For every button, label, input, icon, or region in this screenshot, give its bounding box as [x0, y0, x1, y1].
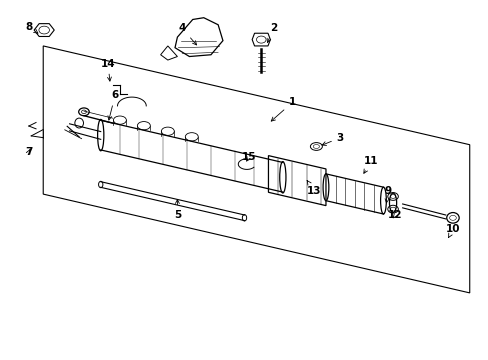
Text: 3: 3	[322, 133, 343, 145]
Text: 15: 15	[242, 152, 256, 162]
Text: 4: 4	[178, 23, 196, 45]
Text: 13: 13	[306, 180, 321, 195]
Text: 7: 7	[25, 147, 33, 157]
Text: 2: 2	[266, 23, 276, 42]
Text: 8: 8	[25, 22, 38, 33]
Text: 11: 11	[363, 156, 378, 173]
Text: 14: 14	[101, 59, 115, 81]
Text: 1: 1	[271, 98, 295, 121]
Text: 10: 10	[445, 224, 459, 238]
Text: 5: 5	[173, 199, 181, 220]
Text: 9: 9	[384, 186, 391, 203]
Text: 12: 12	[387, 210, 402, 220]
Text: 6: 6	[108, 90, 119, 120]
